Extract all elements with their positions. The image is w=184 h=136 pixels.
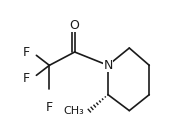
Text: O: O (70, 19, 80, 32)
Text: F: F (46, 101, 53, 114)
Text: F: F (22, 72, 29, 85)
Text: F: F (22, 46, 29, 58)
Text: CH₃: CH₃ (63, 106, 84, 116)
Text: N: N (103, 59, 113, 72)
